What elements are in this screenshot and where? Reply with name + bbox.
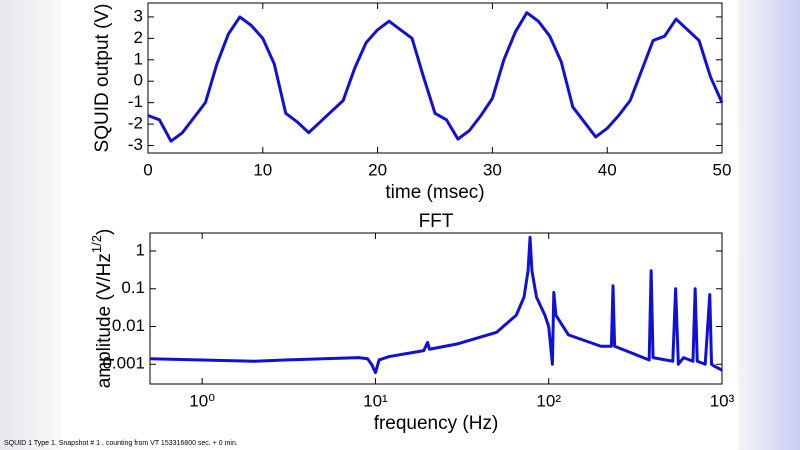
y-tick-label: -3 — [128, 135, 143, 154]
y-axis-label: amplitude (V/Hz1/2) — [89, 229, 115, 389]
x-axis-label: time (msec) — [385, 182, 484, 203]
data-line — [149, 235, 723, 375]
x-tick-label: 10³ — [710, 391, 735, 410]
x-tick-label: 20 — [368, 160, 387, 179]
data-line — [147, 11, 724, 143]
figure — [62, 0, 738, 450]
y-axis-label-part: 1/2 — [89, 235, 104, 253]
x-tick-label: 0 — [143, 160, 152, 179]
y-tick-label: 1 — [136, 240, 145, 259]
y-tick-label: -1 — [128, 92, 143, 111]
y-axis-label-part: ) — [94, 229, 115, 235]
x-tick-label: 10² — [536, 391, 561, 410]
y-tick-label: 0.01 — [112, 316, 145, 335]
axes-box — [147, 2, 723, 154]
y-tick-label: 2 — [134, 28, 143, 47]
y-tick-label: 0.1 — [121, 278, 145, 297]
x-tick-label: 50 — [713, 160, 732, 179]
left-margin — [0, 0, 62, 450]
x-axis-label: frequency (Hz) — [374, 413, 499, 434]
axes-box — [149, 232, 723, 385]
x-tick-label: 30 — [483, 160, 502, 179]
y-tick-label: 1 — [134, 49, 143, 68]
y-tick-label: -2 — [128, 114, 143, 133]
x-tick-label: 40 — [598, 160, 617, 179]
x-tick-label: 10⁰ — [189, 391, 215, 410]
chart-title: FFT — [419, 211, 454, 232]
right-margin — [738, 0, 800, 450]
y-axis-label-part: amplitude (V/Hz — [94, 253, 115, 388]
y-tick-label: 0 — [134, 71, 143, 90]
x-tick-label: 10¹ — [363, 391, 388, 410]
y-tick-label: 0.001 — [102, 354, 145, 373]
x-tick-label: 10 — [253, 160, 272, 179]
y-tick-label: 3 — [134, 6, 143, 25]
y-axis-label: SQUID output (V) — [92, 4, 113, 153]
footer: SQUID 1 Type 1. Snapshot # 1 , counting … — [4, 440, 238, 447]
